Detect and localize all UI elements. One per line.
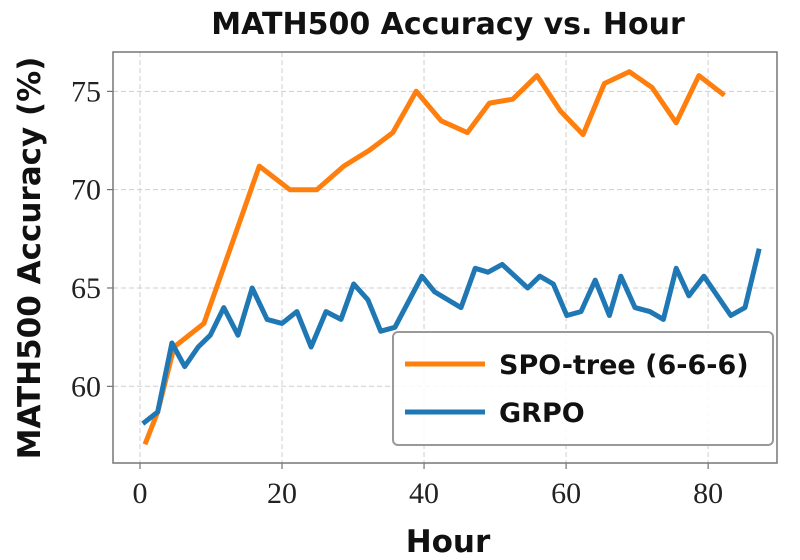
y-tick-label: 75 (71, 75, 101, 108)
plot-frame (112, 51, 778, 464)
legend-label: GRPO (499, 398, 585, 429)
x-tick-label: 0 (132, 477, 147, 510)
x-tick-label: 20 (267, 477, 297, 510)
data-line (142, 69, 726, 446)
x-axis-label: Hour (406, 524, 491, 560)
y-tick-label: 65 (71, 272, 101, 305)
legend-box (392, 331, 774, 446)
y-tick-label: 60 (71, 370, 101, 403)
y-tick-label: 70 (71, 174, 101, 207)
data-line (141, 248, 762, 426)
chart-title: MATH500 Accuracy vs. Hour (211, 7, 685, 42)
x-tick-label: 80 (693, 477, 723, 510)
x-tick-label: 60 (551, 477, 581, 510)
x-tick-label: 40 (409, 477, 439, 510)
legend-label: SPO-tree (6-6-6) (499, 350, 749, 381)
y-axis-label: MATH500 Accuracy (%) (12, 57, 48, 460)
